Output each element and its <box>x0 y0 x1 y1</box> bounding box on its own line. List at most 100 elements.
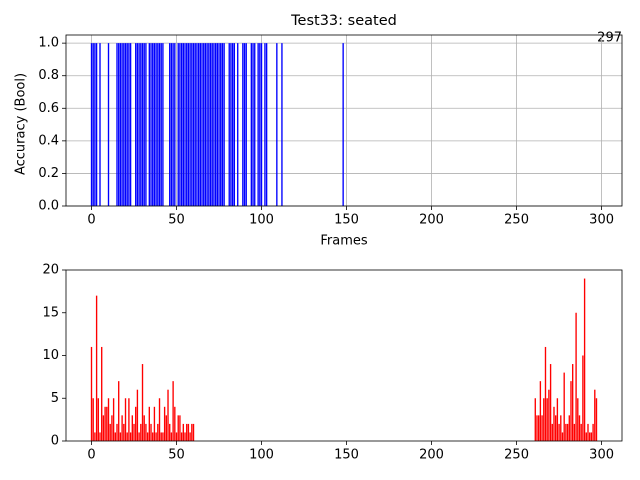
x-tick-label: 50 <box>168 448 185 463</box>
bar <box>95 295 98 441</box>
bar <box>214 43 217 207</box>
bar <box>121 415 123 441</box>
bar <box>116 43 118 207</box>
plot-frame <box>65 269 623 442</box>
bar <box>140 423 142 441</box>
bar <box>102 415 105 441</box>
bar <box>119 43 122 207</box>
bar <box>128 398 130 441</box>
y-tick-label: 0.0 <box>38 199 59 214</box>
bar <box>143 43 145 207</box>
plot-frame <box>65 34 623 207</box>
bar <box>145 423 147 441</box>
x-tick-label: 150 <box>334 448 359 463</box>
y-tick-label: 0.2 <box>38 166 59 181</box>
bar <box>180 43 183 207</box>
bar <box>566 423 569 441</box>
bar <box>170 432 173 441</box>
bar <box>536 415 538 441</box>
annotation: 297 <box>597 31 622 46</box>
bar <box>218 43 220 207</box>
bar <box>242 43 244 207</box>
bar <box>99 43 101 207</box>
bar <box>129 43 132 207</box>
bar <box>126 432 128 441</box>
bar <box>558 423 560 441</box>
bar <box>155 432 157 441</box>
x-tick-label: 150 <box>334 213 359 228</box>
bar <box>192 423 195 441</box>
bar <box>560 415 562 441</box>
x-tick-label: 50 <box>168 213 185 228</box>
bar <box>221 43 224 207</box>
bar <box>148 406 150 441</box>
bar <box>104 406 106 441</box>
bar <box>116 423 118 441</box>
bar <box>155 43 157 207</box>
bar <box>276 43 278 207</box>
bar <box>94 43 96 207</box>
bar <box>250 43 253 207</box>
bar <box>233 43 236 207</box>
bar <box>548 389 550 441</box>
bar <box>572 364 574 441</box>
bar <box>220 43 222 207</box>
y-tick-label: 0.8 <box>38 68 59 83</box>
bar <box>107 398 110 441</box>
bar <box>583 278 586 441</box>
bar <box>153 43 156 207</box>
bar <box>203 43 205 207</box>
bar <box>546 398 548 441</box>
y-tick-label: 0 <box>51 434 59 449</box>
bar <box>252 43 254 207</box>
bar <box>119 432 122 441</box>
bar <box>169 43 171 207</box>
bar <box>174 406 176 441</box>
bar <box>245 43 247 207</box>
bar <box>124 43 127 207</box>
bar <box>160 43 162 207</box>
bar <box>118 381 120 441</box>
bar <box>158 43 161 207</box>
bar <box>587 423 589 441</box>
x-tick-label: 100 <box>249 213 274 228</box>
bar <box>551 423 553 441</box>
bar <box>92 43 94 207</box>
x-tick-label: 100 <box>249 448 274 463</box>
bar <box>123 43 125 207</box>
bar <box>194 43 196 207</box>
bar <box>206 43 208 207</box>
bar <box>172 43 174 207</box>
bar <box>231 43 234 207</box>
bar <box>589 432 591 441</box>
bar <box>162 43 164 207</box>
x-tick-label: 300 <box>589 213 614 228</box>
bar <box>118 43 120 207</box>
bar <box>133 423 135 441</box>
bar <box>152 43 154 207</box>
bar <box>123 423 125 441</box>
y-tick-label: 20 <box>42 263 59 278</box>
bar <box>114 432 116 441</box>
bar <box>543 398 545 441</box>
bar <box>573 423 576 441</box>
bar <box>534 398 536 441</box>
bar <box>169 423 171 441</box>
bar <box>150 43 152 207</box>
bar <box>106 406 108 441</box>
bar <box>577 398 579 441</box>
bar <box>138 43 140 207</box>
bar <box>191 43 193 207</box>
bar <box>549 364 552 441</box>
bar <box>565 423 567 441</box>
bar <box>223 43 225 207</box>
bar <box>177 43 179 207</box>
bar <box>237 43 239 207</box>
bar <box>141 43 144 207</box>
bar <box>189 43 191 207</box>
bar <box>146 432 149 441</box>
bar <box>129 432 132 441</box>
bar <box>148 43 150 207</box>
bar <box>95 43 98 207</box>
y-axis-label: Accuracy (Bool) <box>14 73 29 175</box>
